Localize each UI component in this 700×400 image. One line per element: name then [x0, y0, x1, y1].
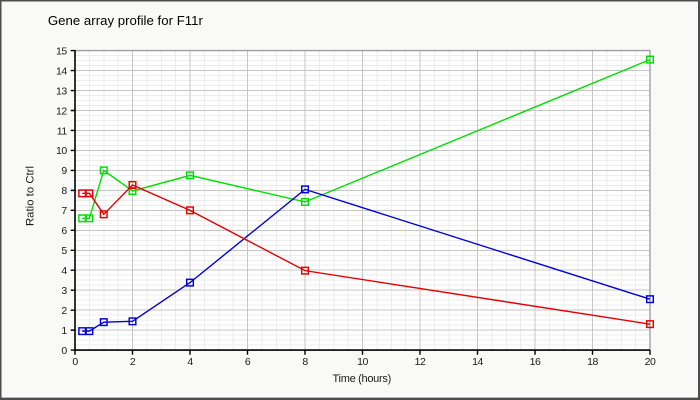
svg-text:1: 1	[61, 325, 67, 337]
svg-text:6: 6	[61, 225, 67, 237]
svg-text:3: 3	[61, 285, 67, 297]
svg-text:Gene array profile for F11r: Gene array profile for F11r	[48, 13, 204, 28]
svg-text:11: 11	[57, 125, 68, 137]
svg-text:Ratio to Ctrl: Ratio to Ctrl	[25, 166, 37, 226]
svg-text:5: 5	[61, 245, 67, 257]
svg-text:8: 8	[302, 356, 308, 368]
svg-text:18: 18	[587, 356, 598, 368]
svg-text:14: 14	[472, 356, 483, 368]
svg-text:Time (hours): Time (hours)	[333, 373, 392, 385]
svg-text:2: 2	[61, 305, 67, 317]
svg-text:0: 0	[72, 356, 78, 368]
svg-text:15: 15	[56, 45, 67, 57]
svg-text:4: 4	[187, 356, 193, 368]
svg-text:20: 20	[645, 356, 656, 368]
svg-text:12: 12	[415, 356, 426, 368]
svg-text:16: 16	[530, 356, 541, 368]
svg-text:6: 6	[245, 356, 251, 368]
svg-text:12: 12	[56, 105, 67, 117]
svg-text:0: 0	[61, 345, 67, 357]
svg-text:4: 4	[61, 265, 67, 277]
svg-text:9: 9	[61, 165, 67, 177]
svg-text:13: 13	[56, 85, 67, 97]
svg-text:10: 10	[357, 356, 368, 368]
svg-text:8: 8	[61, 185, 67, 197]
svg-text:7: 7	[61, 205, 67, 217]
svg-text:14: 14	[56, 65, 67, 77]
svg-text:10: 10	[56, 145, 67, 157]
svg-text:2: 2	[130, 356, 136, 368]
